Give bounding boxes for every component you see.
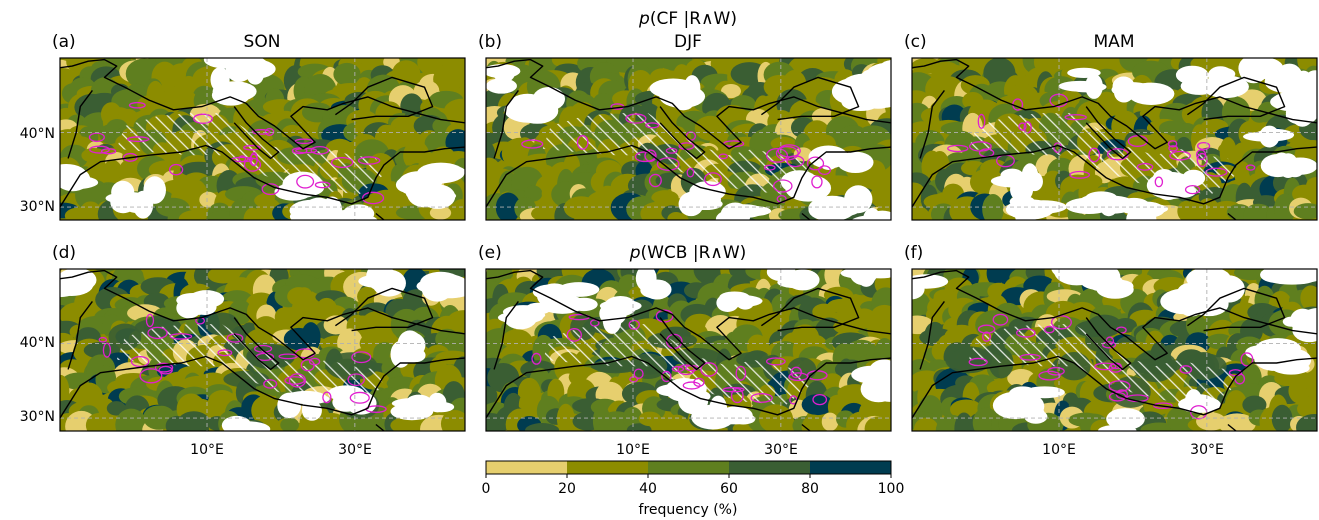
lat-tick-40-row1: 40°N — [20, 126, 55, 142]
panel-letter-b: (b) — [478, 32, 502, 52]
colorbar-segment — [810, 461, 892, 474]
lon-tick-30-b: 30°E — [764, 442, 798, 458]
panel-season-a: SON — [244, 32, 281, 52]
map-panel-d — [59, 268, 466, 432]
map-panel-c — [911, 57, 1318, 221]
colorbar-label: frequency (%) — [639, 502, 738, 518]
lon-tick-10-c: 10°E — [1042, 442, 1076, 458]
colorbar-tick-label: 100 — [878, 481, 905, 497]
lon-tick-30-c: 30°E — [1190, 442, 1224, 458]
panel-letter-c: (c) — [904, 32, 927, 52]
colorbar-tick-label: 20 — [558, 481, 576, 497]
panel-letter-f: (f) — [904, 243, 923, 263]
colorbar-tick-label: 60 — [720, 481, 738, 497]
row-title-wcb: p(WCB |R∧W) — [629, 243, 747, 263]
colorbar-segment — [729, 461, 811, 474]
panel-season-c: MAM — [1094, 32, 1135, 52]
colorbar-tick-label: 0 — [482, 481, 491, 497]
colorbar-tick-label: 80 — [801, 481, 819, 497]
panel-letter-d: (d) — [52, 243, 76, 263]
colorbar-segment — [648, 461, 730, 474]
row-title-cf: p(CF |R∧W) — [638, 9, 737, 29]
colorbar-tick-label: 40 — [639, 481, 657, 497]
colorbar-segment — [486, 461, 568, 474]
panel-letter-a: (a) — [52, 32, 76, 52]
map-panel-f — [911, 268, 1318, 432]
colorbar-segment — [567, 461, 649, 474]
lat-tick-40-row2: 40°N — [20, 335, 55, 351]
lon-tick-10-b: 10°E — [616, 442, 650, 458]
lat-tick-30-row1: 30°N — [20, 199, 55, 215]
lon-tick-10-a: 10°E — [190, 442, 224, 458]
lon-tick-30-a: 30°E — [338, 442, 372, 458]
map-panel-a — [59, 57, 466, 221]
map-panel-e — [485, 268, 892, 432]
lat-tick-30-row2: 30°N — [20, 409, 55, 425]
panel-season-b: DJF — [674, 32, 702, 52]
panel-letter-e: (e) — [478, 243, 502, 263]
map-panel-b — [485, 57, 892, 221]
colorbar: 0 20 40 60 80 100 — [482, 460, 905, 497]
